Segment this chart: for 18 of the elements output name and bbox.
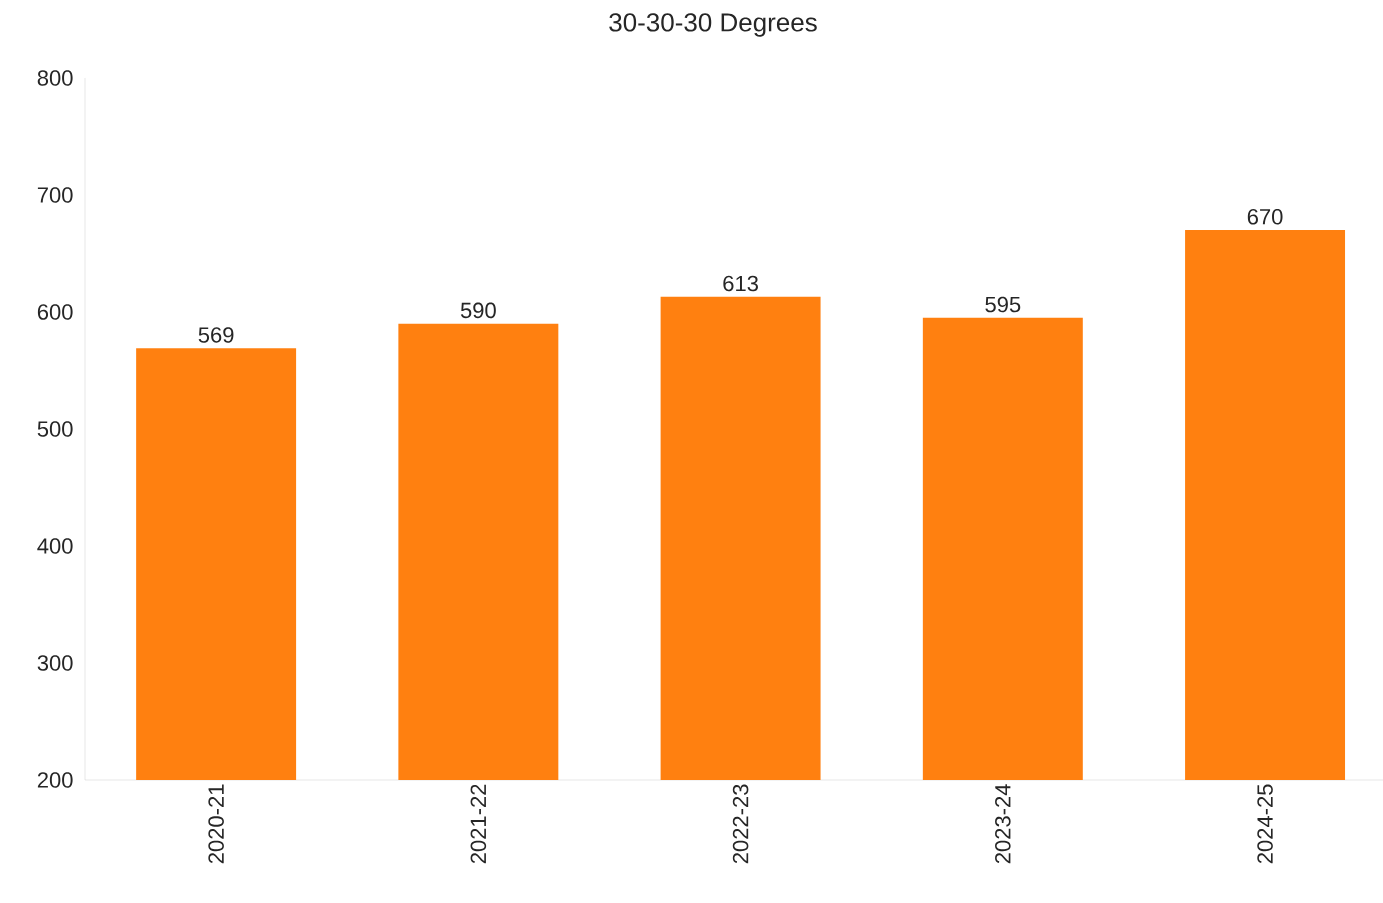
x-tick-label: 2021-22 (470, 784, 487, 864)
x-tick-label: 2022-23 (732, 784, 749, 864)
x-tick-label: 2023-24 (995, 784, 1011, 864)
y-tick-label: 800 (37, 70, 73, 86)
data-label: 595 (985, 296, 1021, 313)
y-tick-label: 500 (37, 421, 73, 437)
y-tick-label: 300 (37, 655, 73, 671)
data-label: 569 (198, 327, 234, 343)
y-tick-label: 700 (37, 187, 73, 203)
y-tick-label: 200 (37, 772, 73, 788)
data-label: 590 (460, 302, 496, 319)
data-label: 670 (1247, 209, 1283, 225)
data-label: 613 (723, 275, 758, 292)
x-tick-label: 2024-25 (1257, 784, 1273, 864)
chart-title: 30-30-30 Degrees (609, 13, 817, 37)
x-tick-label: 2020-21 (208, 784, 224, 864)
y-tick-label: 400 (37, 538, 73, 554)
y-tick-label: 600 (37, 304, 73, 320)
